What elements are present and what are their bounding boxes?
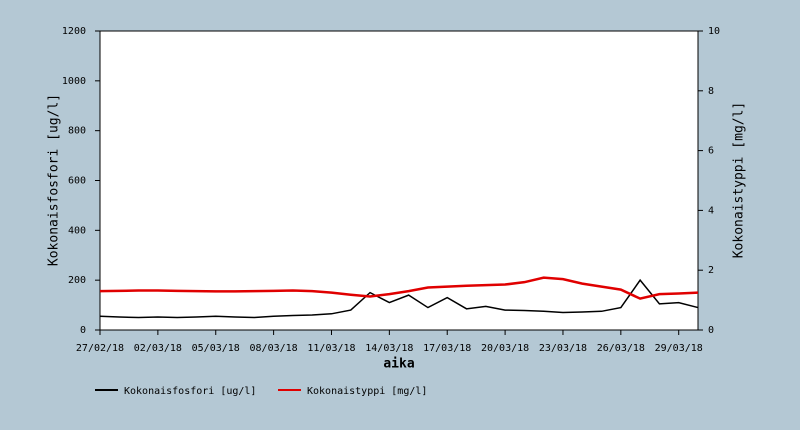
y2-tick-label: 6 (708, 146, 714, 157)
plot-area (99, 30, 699, 331)
y-tick-label: 0 (80, 325, 86, 336)
y2-tick-label: 0 (708, 325, 714, 336)
y2-tick-label: 4 (708, 205, 714, 216)
y2-axis-label: Kokonaistyppi [mg/l] (732, 102, 747, 259)
series-line (99, 278, 699, 319)
legend-label: Kokonaistyppi [mg/l] (307, 386, 427, 397)
x-axis-label: aika (383, 357, 414, 372)
y-tick-label: 400 (68, 225, 86, 236)
y-tick-label: 1200 (62, 26, 86, 37)
x-tick-label: 11/03/18 (307, 343, 355, 354)
legend-label: Kokonaisfosfori [ug/l] (124, 386, 256, 397)
x-tick-label: 26/03/18 (597, 343, 645, 354)
y2-tick-label: 8 (708, 86, 714, 97)
y2-tick-label: 2 (708, 265, 714, 276)
y-tick-label: 200 (68, 275, 86, 286)
x-tick-label: 27/02/18 (76, 343, 124, 354)
y-tick-label: 600 (68, 176, 86, 187)
x-tick-label: 29/03/18 (655, 343, 703, 354)
x-tick-label: 14/03/18 (365, 343, 413, 354)
series-line (99, 276, 699, 300)
y2-tick-label: 10 (708, 26, 720, 37)
y-tick-label: 1000 (62, 76, 86, 87)
x-tick-label: 02/03/18 (134, 343, 182, 354)
x-tick-label: 20/03/18 (481, 343, 529, 354)
x-tick-label: 08/03/18 (250, 343, 298, 354)
x-tick-label: 05/03/18 (192, 343, 240, 354)
x-tick-label: 23/03/18 (539, 343, 587, 354)
y-axis-label: Kokonaisfosfori [ug/l] (47, 94, 62, 266)
y-tick-label: 800 (68, 126, 86, 137)
x-tick-label: 17/03/18 (423, 343, 471, 354)
